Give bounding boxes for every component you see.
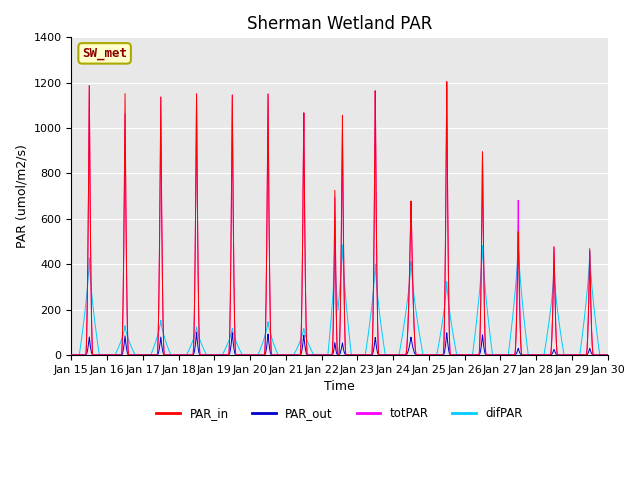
Legend: PAR_in, PAR_out, totPAR, difPAR: PAR_in, PAR_out, totPAR, difPAR bbox=[152, 402, 527, 425]
X-axis label: Time: Time bbox=[324, 380, 355, 393]
Text: SW_met: SW_met bbox=[82, 47, 127, 60]
Y-axis label: PAR (umol/m2/s): PAR (umol/m2/s) bbox=[15, 144, 28, 248]
Title: Sherman Wetland PAR: Sherman Wetland PAR bbox=[247, 15, 432, 33]
